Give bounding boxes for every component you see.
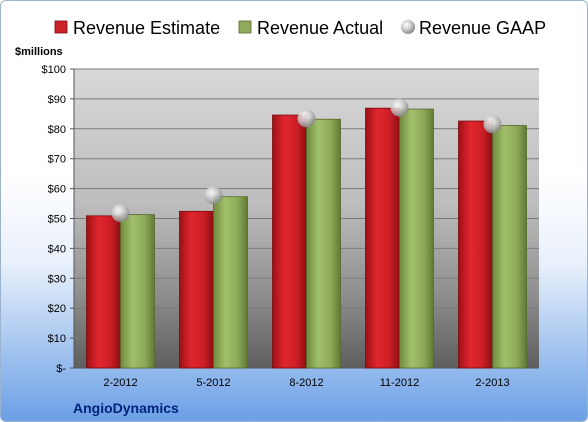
y-tick-label: $20: [48, 303, 66, 315]
y-tick-label: $40: [48, 243, 66, 255]
bar-revenue-estimate: [458, 120, 493, 369]
bar-revenue-actual: [120, 214, 155, 369]
bar-revenue-actual: [213, 196, 248, 369]
y-tick-label: $90: [48, 94, 66, 106]
legend-swatch-estimate: [54, 20, 68, 34]
bar-revenue-estimate: [272, 114, 307, 369]
y-tick-label: $10: [48, 333, 66, 345]
y-tick-label: $60: [48, 184, 66, 196]
company-name: AngioDynamics: [73, 400, 179, 416]
legend-swatch-actual: [238, 20, 252, 34]
x-tick-label: 2-2013: [475, 377, 509, 389]
chart-legend: Revenue Estimate Revenue Actual Revenue GA…: [54, 18, 546, 38]
x-tick-label: 5-2012: [196, 377, 230, 389]
marker-revenue-gaap: [111, 204, 130, 223]
x-tick-label: 2-2012: [103, 377, 137, 389]
bar-revenue-actual: [492, 125, 527, 369]
x-tick-label: 11-2012: [380, 377, 420, 389]
marker-revenue-gaap: [483, 115, 502, 134]
y-tick-label: $-: [56, 363, 66, 375]
legend-swatch-gaap: [401, 20, 415, 34]
bar-revenue-actual: [306, 118, 341, 369]
y-axis-ticks: $- $10 $20 $30 $40 $50 $60 $70 $80 $90 $100: [42, 64, 539, 375]
y-tick-label: $50: [48, 214, 66, 226]
y-tick-label: $70: [48, 154, 66, 166]
bar-revenue-actual: [399, 108, 434, 369]
gaap-markers: [111, 98, 502, 223]
legend-label: Revenue Actual: [257, 18, 383, 38]
x-axis-ticks: 2-2012 5-2012 8-2012 11-2012 2-2013: [103, 377, 509, 389]
bar-revenue-estimate: [86, 215, 121, 369]
marker-revenue-gaap: [297, 109, 316, 128]
bar-revenue-estimate: [179, 210, 214, 369]
x-tick-label: 8-2012: [289, 377, 323, 389]
y-tick-label: $80: [48, 124, 66, 136]
legend-label: Revenue GAAP: [419, 18, 546, 38]
y-tick-label: $30: [48, 273, 66, 285]
bar-revenue-estimate: [365, 107, 400, 369]
marker-revenue-gaap: [390, 98, 409, 117]
y-tick-label: $100: [42, 64, 66, 76]
legend-label: Revenue Estimate: [73, 18, 220, 38]
bars: [86, 107, 527, 369]
marker-revenue-gaap: [204, 186, 223, 205]
y-unit-label: $millions: [15, 46, 63, 58]
